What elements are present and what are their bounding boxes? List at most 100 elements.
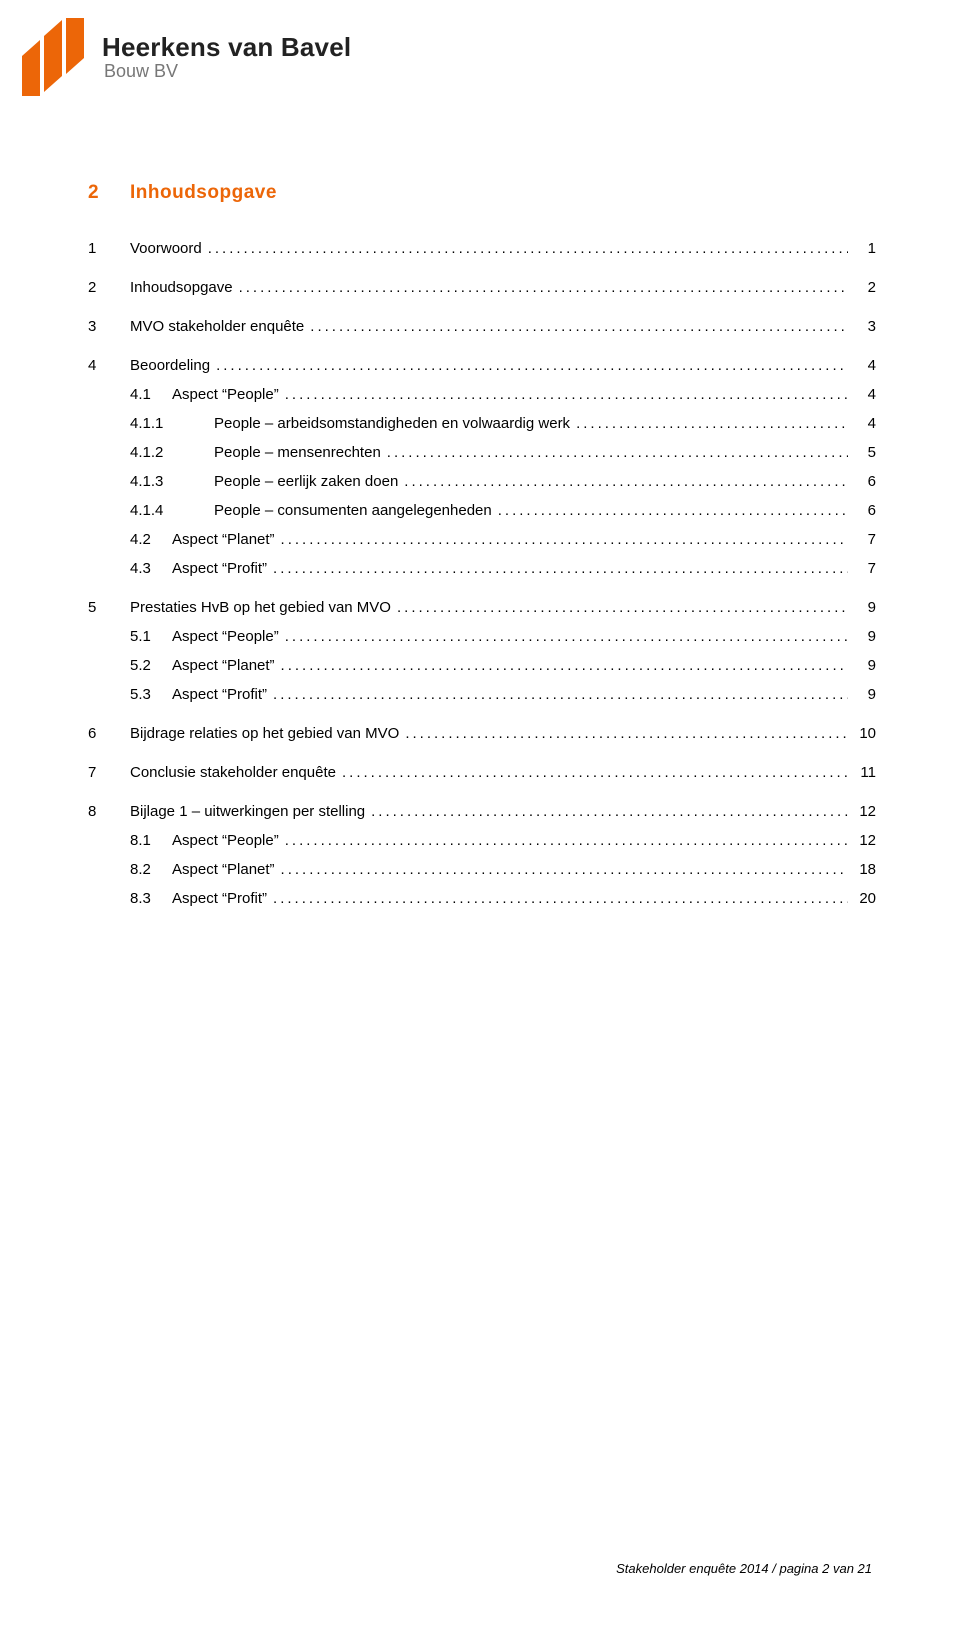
toc-row[interactable]: 8.2Aspect “Planet” 18 xyxy=(88,861,876,878)
toc-row[interactable]: 7Conclusie stakeholder enquête11 xyxy=(88,764,876,781)
toc-row[interactable]: 4.1.3People – eerlijk zaken doen6 xyxy=(88,473,876,490)
toc-label: Aspect “Profit” xyxy=(172,686,273,703)
page-footer: Stakeholder enquête 2014 / pagina 2 van … xyxy=(616,1561,872,1576)
toc-number: 3 xyxy=(88,318,130,335)
company-header: Heerkens van Bavel Bouw BV xyxy=(22,18,351,101)
toc-row[interactable]: 4.3Aspect “Profit”7 xyxy=(88,560,876,577)
page-title: 2Inhoudsopgave xyxy=(88,182,876,204)
document-page: Heerkens van Bavel Bouw BV 2Inhoudsopgav… xyxy=(0,0,960,1632)
toc-leader-dots xyxy=(216,357,848,374)
toc-row[interactable]: 2Inhoudsopgave2 xyxy=(88,279,876,296)
toc-page-number: 4 xyxy=(848,357,876,374)
toc-number: 4.1.4 xyxy=(88,502,214,519)
content-area: 2Inhoudsopgave 1Voorwoord12Inhoudsopgave… xyxy=(88,182,876,919)
toc-label: Bijlage 1 – uitwerkingen per stelling xyxy=(130,803,371,820)
toc-number: 4.1.1 xyxy=(88,415,214,432)
toc-row[interactable]: 1Voorwoord1 xyxy=(88,240,876,257)
toc-leader-dots xyxy=(342,764,848,781)
toc-label: People – consumenten aangelegenheden xyxy=(214,502,498,519)
table-of-contents: 1Voorwoord12Inhoudsopgave23MVO stakehold… xyxy=(88,240,876,907)
toc-leader-dots xyxy=(281,861,848,878)
toc-number: 4.1.3 xyxy=(88,473,214,490)
toc-label: Inhoudsopgave xyxy=(130,279,239,296)
toc-row[interactable]: 5.3Aspect “Profit” 9 xyxy=(88,686,876,703)
toc-label: Aspect “Planet” xyxy=(172,861,281,878)
toc-row[interactable]: 3MVO stakeholder enquête3 xyxy=(88,318,876,335)
toc-label: Prestaties HvB op het gebied van MVO xyxy=(130,599,397,616)
toc-row[interactable]: 5.1Aspect “People”9 xyxy=(88,628,876,645)
toc-number: 1 xyxy=(88,240,130,257)
toc-leader-dots xyxy=(273,686,848,703)
company-name: Heerkens van Bavel xyxy=(102,32,351,63)
toc-label: Aspect “People” xyxy=(172,386,285,403)
logo-icon xyxy=(22,18,92,101)
toc-page-number: 18 xyxy=(848,861,876,878)
toc-page-number: 5 xyxy=(848,444,876,461)
toc-row[interactable]: 8.3Aspect “Profit” 20 xyxy=(88,890,876,907)
toc-page-number: 12 xyxy=(848,803,876,820)
toc-page-number: 9 xyxy=(848,599,876,616)
toc-number: 4.1 xyxy=(88,386,172,403)
toc-number: 5 xyxy=(88,599,130,616)
toc-label: Aspect “Profit” xyxy=(172,560,273,577)
toc-row[interactable]: 5.2Aspect “Planet”9 xyxy=(88,657,876,674)
toc-page-number: 9 xyxy=(848,628,876,645)
toc-page-number: 20 xyxy=(848,890,876,907)
title-text: Inhoudsopgave xyxy=(130,182,277,203)
toc-label: Conclusie stakeholder enquête xyxy=(130,764,342,781)
toc-leader-dots xyxy=(239,279,848,296)
toc-leader-dots xyxy=(397,599,848,616)
toc-leader-dots xyxy=(281,657,848,674)
toc-row[interactable]: 4.1.1People – arbeidsomstandigheden en v… xyxy=(88,415,876,432)
toc-number: 2 xyxy=(88,279,130,296)
toc-label: Aspect “Planet” xyxy=(172,531,281,548)
toc-leader-dots xyxy=(387,444,848,461)
toc-label: Beoordeling xyxy=(130,357,216,374)
toc-page-number: 2 xyxy=(848,279,876,296)
toc-leader-dots xyxy=(285,386,848,403)
toc-label: Aspect “Profit” xyxy=(172,890,273,907)
toc-number: 4 xyxy=(88,357,130,374)
toc-row[interactable]: 4Beoordeling4 xyxy=(88,357,876,374)
toc-page-number: 10 xyxy=(848,725,876,742)
toc-label: People – mensenrechten xyxy=(214,444,387,461)
toc-leader-dots xyxy=(498,502,848,519)
toc-number: 5.3 xyxy=(88,686,172,703)
toc-page-number: 9 xyxy=(848,686,876,703)
toc-number: 5.2 xyxy=(88,657,172,674)
logo-text-block: Heerkens van Bavel Bouw BV xyxy=(102,32,351,82)
toc-page-number: 9 xyxy=(848,657,876,674)
toc-leader-dots xyxy=(208,240,848,257)
toc-number: 4.1.2 xyxy=(88,444,214,461)
toc-page-number: 4 xyxy=(848,415,876,432)
toc-number: 8 xyxy=(88,803,130,820)
toc-row[interactable]: 6Bijdrage relaties op het gebied van MVO… xyxy=(88,725,876,742)
toc-leader-dots xyxy=(371,803,848,820)
toc-row[interactable]: 4.1Aspect “People” 4 xyxy=(88,386,876,403)
toc-label: People – arbeidsomstandigheden en volwaa… xyxy=(214,415,576,432)
toc-leader-dots xyxy=(576,415,848,432)
toc-number: 4.3 xyxy=(88,560,172,577)
toc-row[interactable]: 5Prestaties HvB op het gebied van MVO 9 xyxy=(88,599,876,616)
toc-number: 8.3 xyxy=(88,890,172,907)
toc-leader-dots xyxy=(273,890,848,907)
toc-leader-dots xyxy=(404,473,848,490)
toc-number: 8.2 xyxy=(88,861,172,878)
toc-row[interactable]: 4.1.4People – consumenten aangelegenhede… xyxy=(88,502,876,519)
toc-number: 4.2 xyxy=(88,531,172,548)
toc-page-number: 12 xyxy=(848,832,876,849)
toc-row[interactable]: 4.2Aspect “Planet” 7 xyxy=(88,531,876,548)
toc-row[interactable]: 4.1.2People – mensenrechten 5 xyxy=(88,444,876,461)
toc-leader-dots xyxy=(281,531,848,548)
toc-label: Voorwoord xyxy=(130,240,208,257)
toc-leader-dots xyxy=(273,560,848,577)
toc-row[interactable]: 8.1Aspect “People”12 xyxy=(88,832,876,849)
toc-label: Bijdrage relaties op het gebied van MVO xyxy=(130,725,405,742)
toc-leader-dots xyxy=(285,832,848,849)
toc-row[interactable]: 8Bijlage 1 – uitwerkingen per stelling 12 xyxy=(88,803,876,820)
toc-page-number: 6 xyxy=(848,473,876,490)
toc-leader-dots xyxy=(310,318,848,335)
toc-page-number: 7 xyxy=(848,531,876,548)
toc-page-number: 4 xyxy=(848,386,876,403)
toc-number: 6 xyxy=(88,725,130,742)
